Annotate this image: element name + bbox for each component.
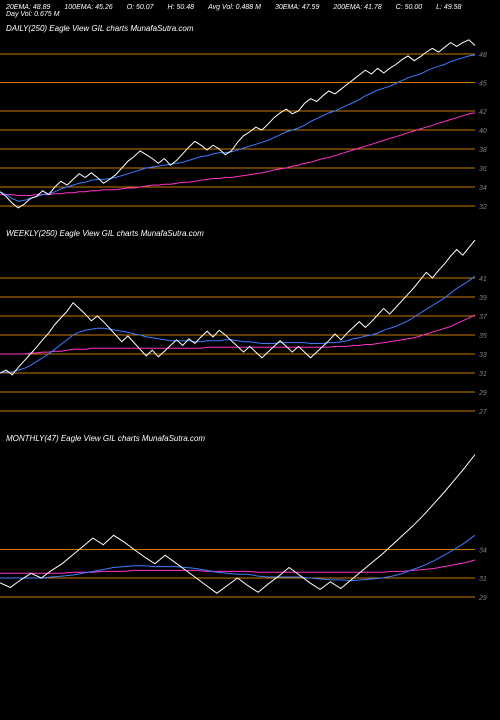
chart-title: MONTHLY(47) Eagle View GIL charts Munafa… [0,430,500,445]
price-line [0,240,475,375]
price-line [0,40,475,208]
y-tick-label: 33 [479,352,487,359]
dayvol-stat: Day Vol: 0.675 M [6,11,59,18]
chart-panel: 32 34 36 38 40 42 45 48 [0,35,500,225]
chart-svg: 27 29 31 33 35 37 39 41 [0,240,500,430]
y-tick-label: 29 [478,595,487,602]
chart-svg: 32 34 36 38 40 42 45 48 [0,35,500,225]
y-tick-label: 39 [479,295,487,302]
y-tick-label: 40 [479,128,487,135]
ema200-stat: 200EMA: 41.78 [333,4,381,11]
ema30-stat: 30EMA: 47.59 [275,4,319,11]
chart-title: WEEKLY(250) Eagle View GIL charts Munafa… [0,225,500,240]
ema20-stat: 20EMA: 48.89 [6,4,50,11]
y-tick-label: 41 [479,276,487,283]
ema20-line [0,276,475,373]
high-stat: H: 50.48 [168,4,194,11]
ema100-line [0,113,475,196]
chart-title: DAILY(250) Eagle View GIL charts MunafaS… [0,20,500,35]
y-tick-label: 35 [479,333,487,340]
y-tick-label: 42 [479,109,487,116]
y-tick-label: 36 [479,166,487,173]
close-stat: C: 50.00 [396,4,422,11]
y-tick-label: 32 [479,204,487,211]
y-tick-label: 31 [479,576,487,583]
y-tick-label: 31 [479,371,487,378]
ema100-stat: 100EMA: 45.26 [64,4,112,11]
y-tick-label: 34 [479,548,487,555]
y-tick-label: 27 [478,409,488,416]
y-tick-label: 37 [479,314,488,321]
stats-header: 20EMA: 48.89 100EMA: 45.26 O: 50.07 H: 5… [0,0,500,20]
y-tick-label: 45 [479,81,487,88]
avgvol-stat: Avg Vol: 0.488 M [208,4,261,11]
chart-svg: 29 31 34 [0,445,500,635]
chart-panel: 27 29 31 33 35 37 39 41 [0,240,500,430]
ema20-line [0,535,475,581]
chart-panel: 29 31 34 [0,445,500,635]
ema100-line [0,560,475,573]
y-tick-label: 29 [478,390,487,397]
y-tick-label: 38 [479,147,487,154]
low-stat: L: 49.58 [436,4,461,11]
y-tick-label: 48 [479,52,487,59]
open-stat: O: 50.07 [127,4,154,11]
charts-container: DAILY(250) Eagle View GIL charts MunafaS… [0,20,500,635]
y-tick-label: 34 [479,185,487,192]
ema20-line [0,55,475,201]
